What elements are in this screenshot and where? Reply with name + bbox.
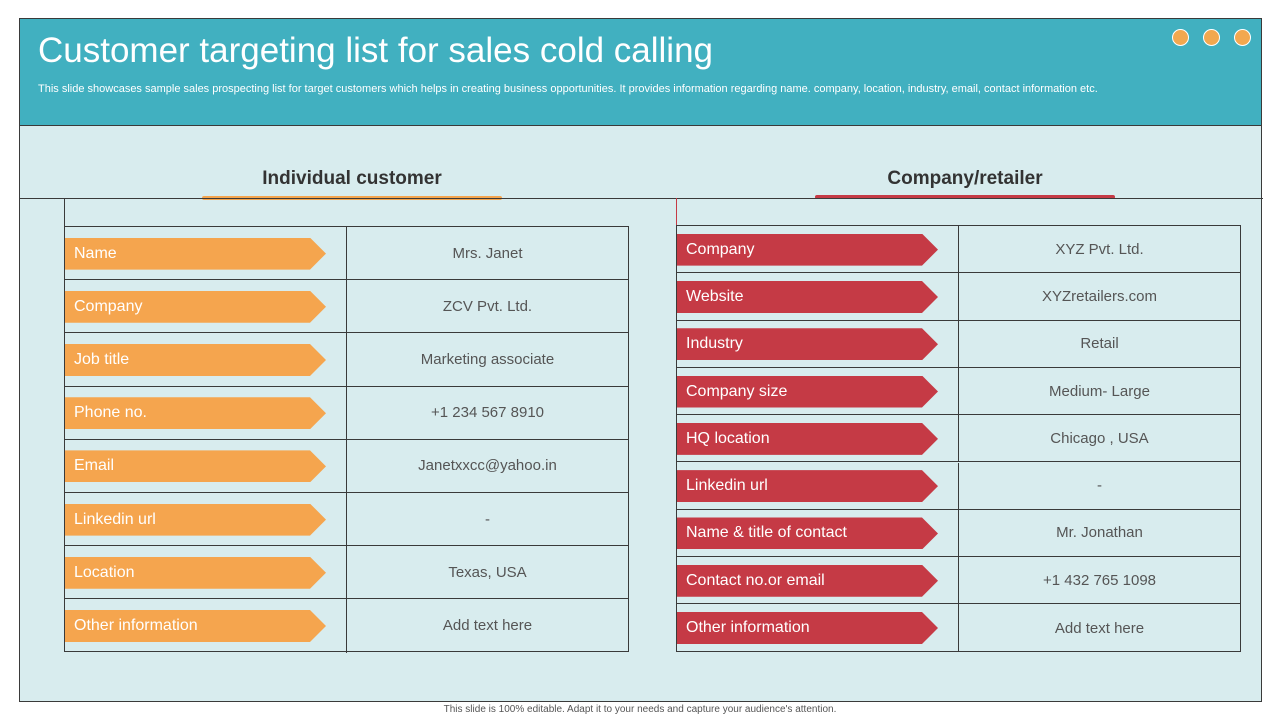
- row-label-arrow: Website: [677, 281, 938, 313]
- table-row: Company XYZ Pvt. Ltd.: [677, 226, 1240, 274]
- row-label-arrow: Industry: [677, 328, 938, 360]
- divider-line: [20, 198, 1263, 199]
- row-label-arrow: Job title: [65, 344, 326, 376]
- table-row: Linkedin url -: [677, 462, 1240, 510]
- row-label-arrow: Phone no.: [65, 397, 326, 429]
- row-label-arrow: Name: [65, 238, 326, 270]
- divider-line: [676, 198, 677, 226]
- row-value: Chicago , USA: [958, 415, 1240, 462]
- row-value: +1 234 567 8910: [346, 386, 628, 439]
- page-subtitle: This slide showcases sample sales prospe…: [38, 83, 1098, 95]
- row-value: Mr. Jonathan: [958, 509, 1240, 557]
- row-label-arrow: Linkedin url: [65, 504, 326, 536]
- dot-icon: [1172, 29, 1189, 46]
- table-row: Other information Add text here: [65, 599, 628, 653]
- row-label-arrow: Contact no.or email: [677, 565, 938, 597]
- individual-heading: Individual customer: [262, 168, 442, 189]
- header-banner: Customer targeting list for sales cold c…: [20, 19, 1261, 126]
- table-row: Linkedin url -: [65, 493, 628, 547]
- row-label-arrow: Company: [65, 291, 326, 323]
- row-label-arrow: Other information: [65, 610, 326, 642]
- table-row: HQ location Chicago , USA: [677, 415, 1240, 463]
- row-value: Janetxxcc@yahoo.in: [346, 439, 628, 492]
- table-row: Name & title of contact Mr. Jonathan: [677, 509, 1240, 558]
- row-value: -: [346, 493, 628, 546]
- company-heading: Company/retailer: [887, 168, 1043, 189]
- divider-line: [64, 198, 65, 226]
- slide: Customer targeting list for sales cold c…: [19, 18, 1263, 702]
- page-title: Customer targeting list for sales cold c…: [38, 31, 714, 70]
- row-label-arrow: Location: [65, 557, 326, 589]
- row-value: Texas, USA: [346, 546, 628, 599]
- table-row: Other information Add text here: [677, 604, 1240, 652]
- table-row: Company size Medium- Large: [677, 367, 1240, 416]
- table-row: Company ZCV Pvt. Ltd.: [65, 280, 628, 334]
- dot-icon: [1203, 29, 1220, 46]
- row-label-arrow: Name & title of contact: [677, 517, 938, 549]
- row-value: +1 432 765 1098: [958, 557, 1240, 604]
- table-row: Contact no.or email +1 432 765 1098: [677, 557, 1240, 605]
- row-value: Add text here: [958, 604, 1240, 652]
- row-value: ZCV Pvt. Ltd.: [346, 280, 628, 333]
- row-value: Add text here: [346, 599, 628, 653]
- row-value: XYZ Pvt. Ltd.: [958, 226, 1240, 273]
- row-value: XYZretailers.com: [958, 273, 1240, 320]
- table-row: Phone no. +1 234 567 8910: [65, 386, 628, 440]
- table-row: Website XYZretailers.com: [677, 273, 1240, 321]
- row-label-arrow: Email: [65, 450, 326, 482]
- row-label-arrow: Company: [677, 234, 938, 266]
- row-label-arrow: Company size: [677, 376, 938, 408]
- table-row: Industry Retail: [677, 320, 1240, 368]
- row-label-arrow: HQ location: [677, 423, 938, 455]
- company-table: Company XYZ Pvt. Ltd. Website XYZretailers.…: [676, 225, 1241, 652]
- row-value: Marketing associate: [346, 333, 628, 386]
- footer-note: This slide is 100% editable. Adapt it to…: [443, 704, 837, 715]
- company-underline: [815, 195, 1115, 199]
- table-row: Location Texas, USA: [65, 546, 628, 600]
- decorative-dots: [1172, 29, 1251, 46]
- row-label-arrow: Other information: [677, 612, 938, 644]
- table-row: Email Janetxxcc@yahoo.in: [65, 439, 628, 493]
- table-row: Job title Marketing associate: [65, 333, 628, 387]
- row-value: Medium- Large: [958, 367, 1240, 415]
- row-value: Mrs. Janet: [346, 227, 628, 280]
- individual-table: Name Mrs. Janet Company ZCV Pvt. Ltd. Job ti…: [64, 226, 629, 653]
- row-label-arrow: Linkedin url: [677, 470, 938, 502]
- table-row: Name Mrs. Janet: [65, 227, 628, 281]
- row-value: Retail: [958, 320, 1240, 367]
- row-value: -: [958, 462, 1240, 509]
- dot-icon: [1234, 29, 1251, 46]
